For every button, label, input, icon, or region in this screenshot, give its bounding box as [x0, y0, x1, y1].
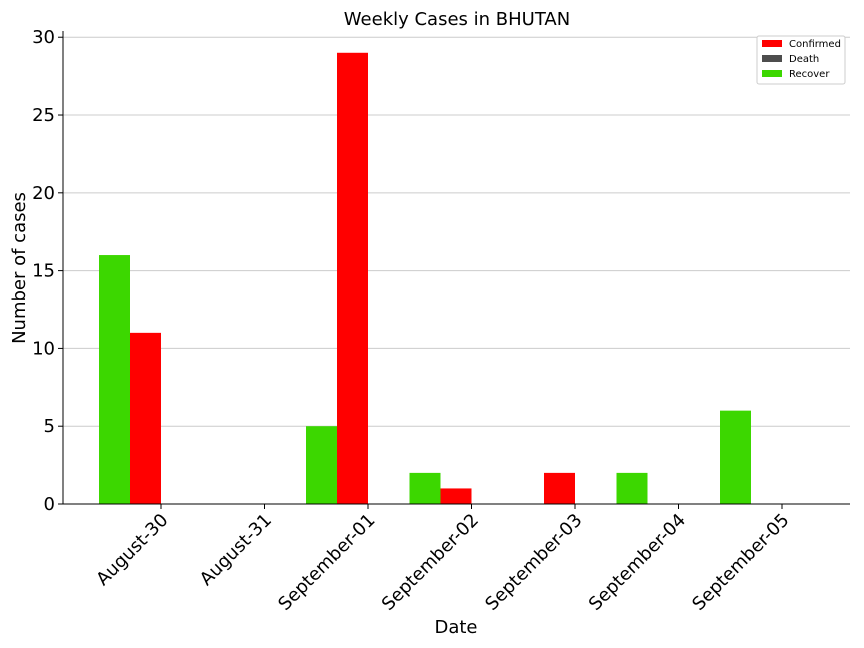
bars [99, 52, 751, 504]
bar-confirmed-september-02 [440, 488, 472, 504]
x-tick-label: August-30 [92, 510, 172, 590]
legend-swatch-recover [762, 70, 782, 77]
y-tick-label: 10 [32, 338, 55, 359]
x-tick-label: September-01 [274, 510, 379, 615]
bar-confirmed-september-01 [337, 52, 368, 504]
bar-confirmed-september-03 [544, 472, 575, 504]
legend-label-recover: Recover [789, 69, 830, 80]
x-tick-labels: August-30 August-31September-01September-… [92, 504, 794, 615]
y-tick-labels: 0 5 10 15 20 25 30 [32, 27, 63, 515]
legend-label-death: Death [789, 54, 819, 65]
bar-recover-august-30 [99, 255, 130, 504]
legend-swatch-death [762, 55, 782, 62]
x-tick-label: September-04 [585, 510, 690, 615]
x-tick-label: September-02 [378, 510, 483, 615]
x-tick-label: August-31 [196, 510, 276, 590]
bar-recover-september-05 [720, 410, 751, 504]
axes [62, 31, 850, 505]
bar-recover-september-02 [409, 472, 441, 504]
bar-recover-september-01 [306, 426, 337, 504]
y-tick-label: 0 [44, 494, 55, 515]
y-tick-label: 5 [44, 416, 55, 437]
y-tick-label: 30 [32, 27, 55, 48]
chart-title: Weekly Cases in BHUTAN [344, 9, 570, 30]
y-tick-label: 15 [32, 261, 55, 282]
x-tick-label: September-05 [688, 510, 793, 615]
y-axis-label: Number of cases [9, 192, 30, 344]
bar-recover-september-04 [616, 472, 648, 504]
legend-swatch-confirmed [762, 40, 782, 47]
y-tick-label: 25 [32, 105, 55, 126]
bar-confirmed-august-30 [130, 332, 161, 504]
gridlines [63, 36, 850, 505]
y-tick-label: 20 [32, 183, 55, 204]
x-axis-label: Date [434, 617, 477, 638]
legend: Confirmed Death Recover [756, 35, 846, 85]
legend-label-confirmed: Confirmed [789, 39, 841, 50]
x-tick-label: September-03 [481, 510, 586, 615]
